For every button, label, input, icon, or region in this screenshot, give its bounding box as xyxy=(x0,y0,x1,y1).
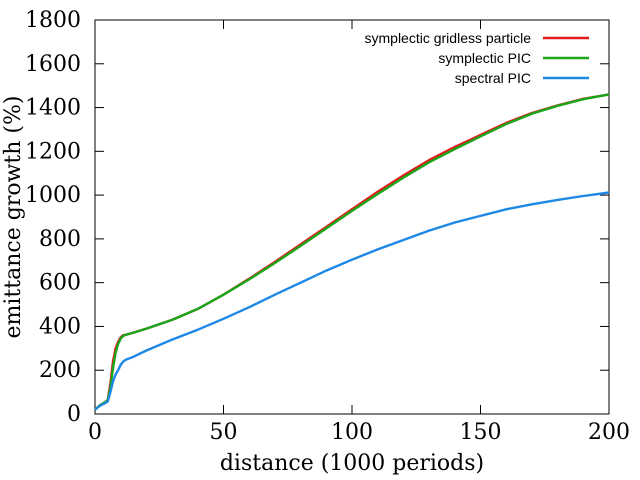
legend: symplectic gridless particle symplectic P… xyxy=(365,30,589,86)
x-tick-label: 0 xyxy=(88,420,102,445)
series-line-2 xyxy=(94,191,610,411)
y-tick-label: 400 xyxy=(39,314,81,339)
y-tick-label: 200 xyxy=(39,358,81,383)
y-tick-label: 1800 xyxy=(25,8,81,33)
x-axis-title: distance (1000 periods) xyxy=(220,451,484,476)
y-tick-label: 1400 xyxy=(25,96,81,121)
legend-label-1: symplectic PIC xyxy=(438,50,531,66)
series-line-0 xyxy=(94,93,610,411)
y-tick-label: 1200 xyxy=(25,139,81,164)
y-tick-label: 0 xyxy=(67,402,81,427)
y-tick-label: 1600 xyxy=(25,52,81,77)
x-tick-label: 150 xyxy=(460,420,502,445)
y-axis-title: emittance growth (%) xyxy=(1,96,26,339)
ticks-layer: 0 50 100 150 200 0 200 400 600 800 1000 1200 1400 160… xyxy=(25,8,630,445)
plot-frame xyxy=(94,19,610,415)
y-tick-label: 600 xyxy=(39,271,81,296)
legend-label-2: spectral PIC xyxy=(455,70,531,86)
x-tick-label: 100 xyxy=(331,420,373,445)
legend-label-0: symplectic gridless particle xyxy=(365,30,532,46)
x-tick-label: 200 xyxy=(588,420,630,445)
y-tick-label: 800 xyxy=(39,227,81,252)
series-line-1 xyxy=(94,93,610,411)
x-tick-label: 50 xyxy=(210,420,238,445)
series-lines xyxy=(94,93,610,411)
y-tick-label: 1000 xyxy=(25,183,81,208)
